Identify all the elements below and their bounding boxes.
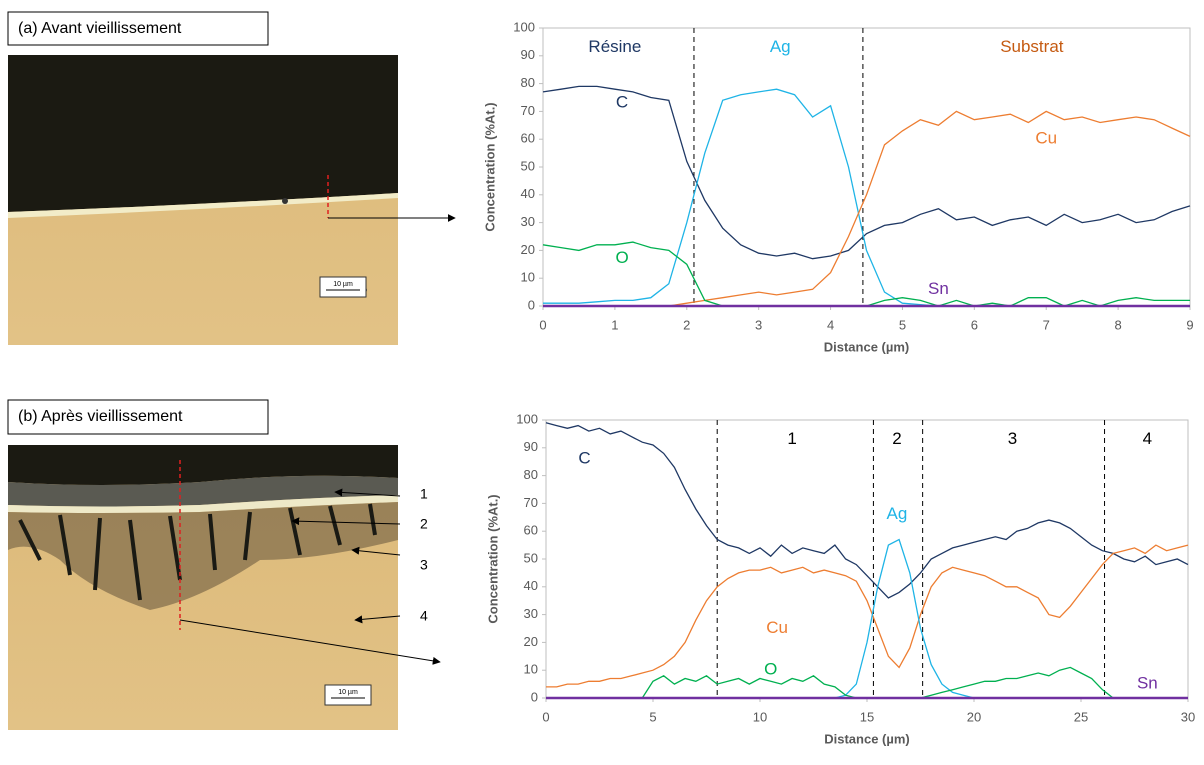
y-tick-label: 40: [521, 186, 535, 201]
panel-title-box: [7, 399, 269, 435]
x-tick-label: 0: [542, 709, 549, 724]
y-tick-label: 80: [524, 467, 538, 482]
y-tick-label: 30: [524, 606, 538, 621]
panel-title: (b) Après vieillissement: [18, 408, 183, 425]
scale-label: 10 µm: [338, 689, 358, 696]
series-label: Sn: [1137, 674, 1158, 693]
scale-label: 10 µm: [333, 281, 353, 288]
layer-label: 1: [420, 486, 428, 502]
data-line: [546, 666, 1188, 699]
x-tick-label: 7: [1043, 317, 1050, 332]
y-tick-label: 70: [521, 103, 535, 118]
series-label: Ag: [770, 37, 791, 56]
y-tick-label: 0: [528, 297, 535, 312]
series-label: C: [578, 448, 590, 467]
series-label: O: [615, 248, 628, 267]
micrograph-b: [8, 445, 401, 730]
y-tick-label: 70: [524, 495, 538, 510]
region-label: Substrat: [1000, 37, 1064, 56]
series-label: Cu: [766, 618, 788, 637]
x-tick-label: 5: [899, 317, 906, 332]
y-tick-label: 60: [521, 131, 535, 146]
layer-label: 4: [420, 608, 428, 624]
x-tick-label: 9: [1186, 317, 1193, 332]
x-axis-label: Distance (µm): [824, 731, 910, 746]
x-tick-label: 25: [1074, 709, 1088, 724]
data-line: [542, 85, 1191, 260]
x-tick-label: 3: [755, 317, 762, 332]
layer-label: 3: [420, 557, 428, 573]
region-label: Résine: [588, 37, 641, 56]
plot-frame: [542, 27, 1191, 307]
y-tick-label: 60: [524, 523, 538, 538]
data-line: [546, 538, 1188, 699]
x-tick-label: 10: [753, 709, 767, 724]
x-tick-label: 5: [649, 709, 656, 724]
x-tick-label: 20: [967, 709, 981, 724]
y-tick-label: 40: [524, 578, 538, 593]
y-tick-label: 0: [531, 689, 538, 704]
x-tick-label: 15: [860, 709, 874, 724]
y-tick-label: 10: [521, 270, 535, 285]
series-label: Cu: [1035, 129, 1057, 148]
y-tick-label: 20: [521, 242, 535, 257]
region-label: 4: [1143, 429, 1152, 448]
x-tick-label: 8: [1114, 317, 1121, 332]
y-tick-label: 100: [516, 411, 538, 426]
x-axis-label: Distance (µm): [824, 339, 910, 354]
x-tick-label: 4: [827, 317, 834, 332]
series-label: Ag: [887, 504, 908, 523]
series-label: C: [616, 93, 628, 112]
y-tick-label: 50: [524, 550, 538, 565]
layer-label: 2: [420, 516, 428, 532]
region-label: 2: [892, 429, 901, 448]
data-line: [545, 422, 1189, 599]
micrograph-a: [8, 55, 398, 345]
series-label: O: [764, 660, 777, 679]
y-tick-label: 10: [524, 662, 538, 677]
y-tick-label: 20: [524, 634, 538, 649]
plot-frame: [545, 419, 1189, 699]
data-line: [546, 544, 1189, 688]
data-line: [543, 110, 1191, 307]
data-line: [543, 88, 1190, 307]
region-label: 3: [1008, 429, 1017, 448]
y-tick-label: 50: [521, 158, 535, 173]
y-tick-label: 80: [521, 75, 535, 90]
arrow: [179, 619, 441, 665]
y-tick-label: 100: [513, 19, 535, 34]
x-tick-label: 6: [971, 317, 978, 332]
panel-title-box: [7, 11, 269, 46]
y-axis-label: Concentration (%At.): [482, 102, 497, 231]
y-tick-label: 90: [524, 439, 538, 454]
panel-title: (a) Avant vieillissement: [18, 20, 182, 37]
y-tick-label: 90: [521, 47, 535, 62]
x-tick-label: 1: [611, 317, 618, 332]
y-axis-label: Concentration (%At.): [485, 494, 500, 623]
x-tick-label: 0: [539, 317, 546, 332]
y-tick-label: 30: [521, 214, 535, 229]
series-label: Sn: [928, 279, 949, 298]
region-label: 1: [787, 429, 796, 448]
x-tick-label: 30: [1181, 709, 1195, 724]
x-tick-label: 2: [683, 317, 690, 332]
